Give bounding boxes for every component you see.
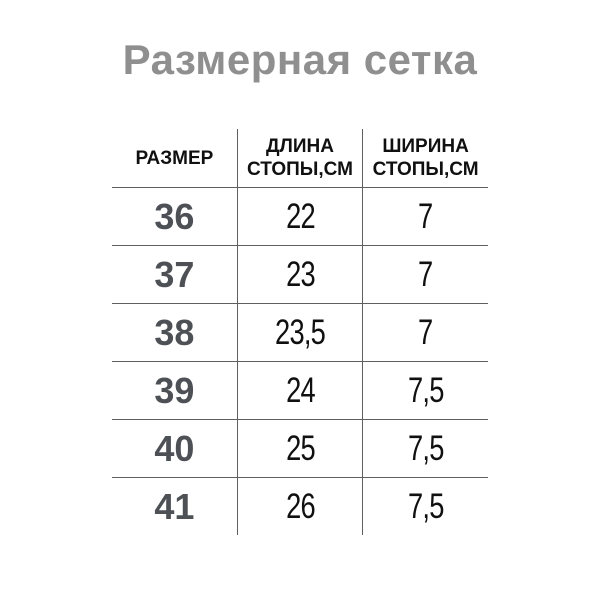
column-header-width-line1: ШИРИНА	[382, 136, 469, 157]
column-header-width: ШИРИНА СТОПЫ,СМ	[362, 129, 488, 188]
size-cell: 41	[112, 477, 238, 535]
width-value: 7	[418, 196, 433, 236]
length-cell: 23	[236, 245, 363, 304]
size-cell: 38	[112, 303, 238, 362]
column-header-length-line1: ДЛИНА	[266, 136, 334, 157]
length-cell: 26	[236, 477, 363, 535]
width-cell: 7,5	[362, 361, 488, 420]
width-value: 7	[418, 312, 433, 352]
column-header-size-label: РАЗМЕР	[135, 147, 214, 169]
size-cell: 37	[112, 245, 238, 304]
length-value: 25	[285, 428, 316, 468]
width-cell: 7,5	[362, 419, 488, 478]
length-value: 24	[285, 370, 316, 410]
length-value: 23,5	[274, 312, 326, 352]
size-cell: 36	[112, 187, 238, 246]
length-value: 22	[285, 196, 316, 236]
table-row: 37 23 7	[112, 245, 488, 304]
column-header-length-line2: СТОПЫ,СМ	[246, 159, 353, 180]
length-value: 26	[285, 486, 316, 526]
width-value: 7,5	[407, 428, 444, 468]
column-header-width-line2: СТОПЫ,СМ	[372, 159, 479, 180]
length-value: 23	[285, 254, 316, 294]
length-cell: 22	[236, 187, 363, 246]
length-cell: 25	[236, 419, 363, 478]
width-value: 7,5	[407, 486, 444, 526]
size-cell: 40	[112, 419, 238, 478]
table-row: 40 25 7,5	[112, 419, 488, 478]
size-cell: 39	[112, 361, 238, 420]
column-header-size: РАЗМЕР	[112, 129, 237, 188]
width-value: 7	[418, 254, 433, 294]
column-header-length: ДЛИНА СТОПЫ,СМ	[236, 129, 363, 188]
width-cell: 7,5	[362, 477, 488, 535]
length-cell: 23,5	[236, 303, 363, 362]
width-cell: 7	[362, 187, 488, 246]
width-value: 7,5	[407, 370, 444, 410]
page-title: Размерная сетка	[122, 36, 478, 83]
width-cell: 7	[362, 245, 488, 304]
length-cell: 24	[236, 361, 363, 420]
table-row: 39 24 7,5	[112, 361, 488, 420]
table-header-row: РАЗМЕР ДЛИНА СТОПЫ,СМ ШИРИНА СТОПЫ,СМ	[112, 129, 488, 188]
table-row: 41 26 7,5	[112, 477, 488, 535]
size-table: РАЗМЕР ДЛИНА СТОПЫ,СМ ШИРИНА СТОПЫ,СМ 36…	[112, 129, 488, 535]
width-cell: 7	[362, 303, 488, 362]
table-row: 38 23,5 7	[112, 303, 488, 362]
table-row: 36 22 7	[112, 187, 488, 246]
